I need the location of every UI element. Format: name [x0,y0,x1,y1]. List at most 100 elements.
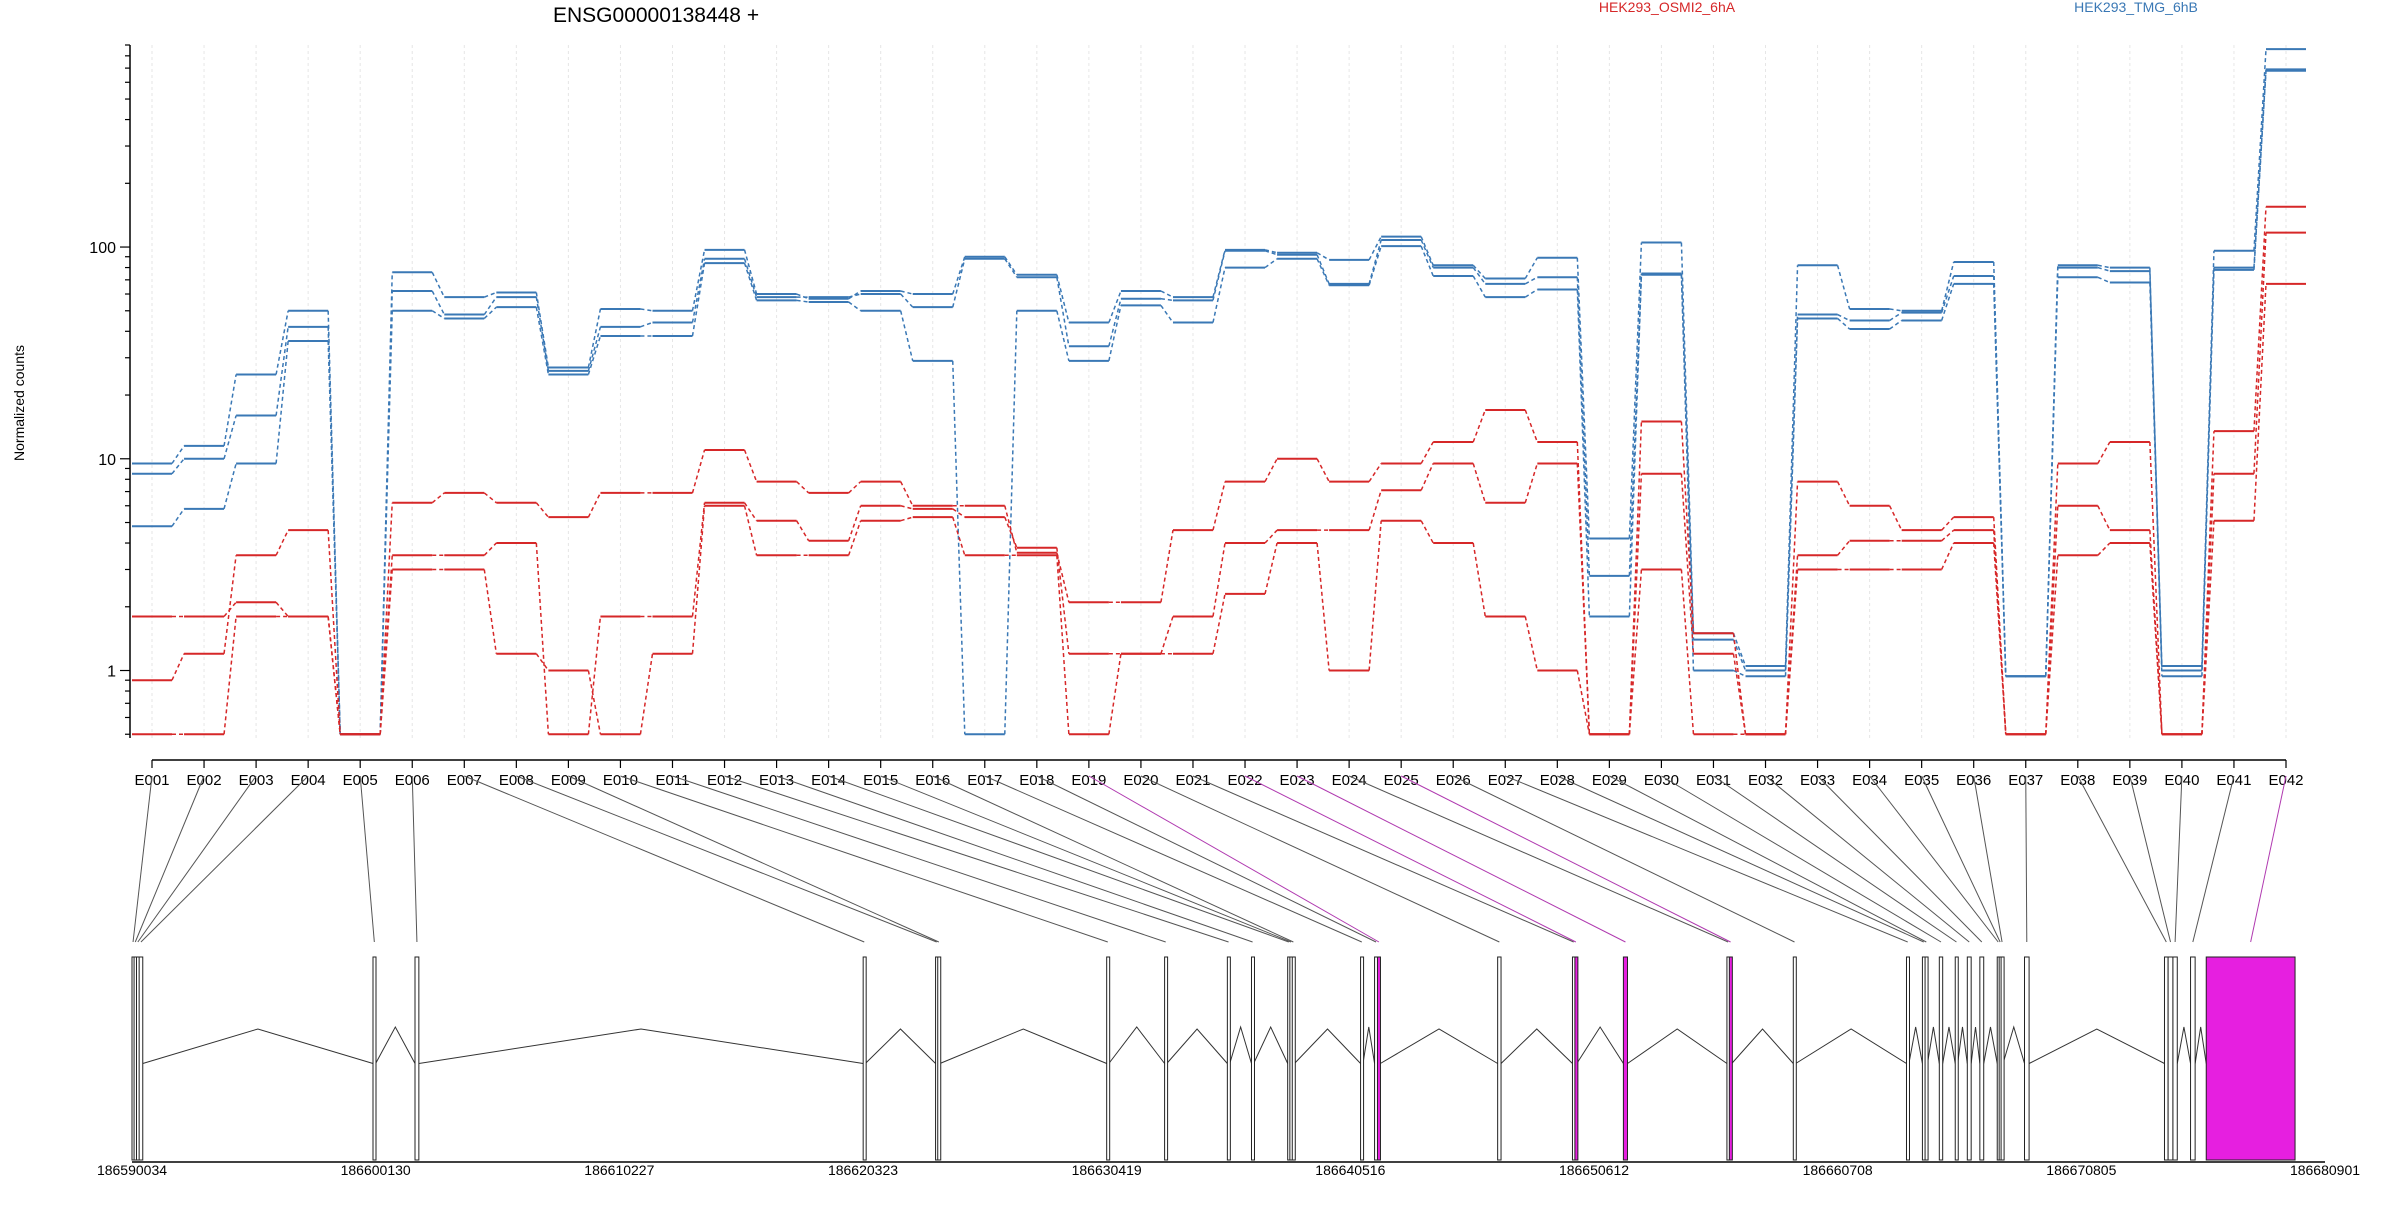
series-connector [691,449,706,494]
x-tick-label: E026 [1436,772,1471,789]
series-connector [1160,297,1174,302]
series-connector [171,653,185,681]
series-connector [327,616,341,735]
x-tick-label: E024 [1332,772,1367,789]
coordinate-label: 186630419 [1072,1162,1142,1178]
series-connector [847,520,862,556]
y-tick-label: 100 [89,240,116,257]
connector-E031 [1713,775,1957,943]
series-connector [2097,264,2110,269]
x-tick-label: E003 [239,772,274,789]
exon-box-E012 [1226,956,1231,1161]
coordinate-axis: 186590034 186600130 186610227 186620323 1866… [97,1161,2360,1178]
coordinate-label: 186660708 [1803,1162,1873,1178]
series-connector [1472,264,1486,280]
connector-E006 [411,775,418,943]
series-connector [1524,463,1539,503]
exon-box-E025 [1728,956,1733,1161]
series-connector [587,492,602,518]
series-connector [1316,258,1330,286]
series-connector [1420,239,1434,268]
exon-box-E032 [1966,956,1972,1161]
series-connector [1056,555,1070,735]
y-axis: 1 10 100 [89,44,131,738]
series-connector [1941,529,1955,542]
series-connector [1836,481,1851,507]
x-tick-label: E038 [2060,772,2095,789]
series-connector [1316,254,1330,285]
exon-box-E037 [2024,956,2030,1161]
series-connector [587,670,602,735]
intron-line [1380,1028,1498,1064]
series-connector [2097,441,2111,464]
gene-model [131,956,2296,1161]
series-connector [379,555,393,735]
series-connector [1992,283,2007,677]
connector-E037 [2025,775,2028,943]
intron-line [1500,1028,1573,1064]
coordinate-label: 186600130 [341,1162,411,1178]
x-tick-label: E036 [1956,772,1991,789]
series-connector [1004,310,1018,735]
series-connector [795,520,810,542]
series-connector [2253,283,2267,521]
x-tick-label: E035 [1904,772,1939,789]
x-tick-label: E031 [1696,772,1731,789]
intron-line [2194,1026,2207,1064]
series-connector [171,458,185,475]
series-connector [1576,289,1591,617]
series-connector [1940,261,1955,311]
series-connector [1420,441,1434,464]
intron-line [1983,1026,1998,1064]
connector-E020 [1140,775,1500,943]
series-connector [1784,318,1799,677]
x-tick-label: E027 [1488,772,1523,789]
series-connector [223,463,237,510]
exon-box-E016 [1291,956,1296,1161]
intron-line [1166,1028,1228,1064]
connector-E033 [1817,775,1983,943]
series-connector [431,290,445,315]
series-6 [132,282,2306,736]
series-connector [483,542,497,556]
intron-line [1576,1026,1624,1064]
connector-E040 [2174,775,2183,943]
connector-E021 [1192,775,1574,943]
series-connector [1420,245,1434,277]
connector-E014 [828,775,1289,943]
connector-E001 [132,775,153,943]
connector-E029 [1609,775,1927,943]
series-connector [1368,463,1382,483]
x-axis: E001 E002 E003 E004 E005 E006 E007 E008 E009 E010… [134,759,2304,789]
series-connector [1576,277,1591,576]
series-connector [1316,252,1330,261]
x-tick-label: E033 [1800,772,1835,789]
series-connector [275,326,289,416]
intron-line [1627,1028,1728,1064]
series-connector [1368,520,1382,671]
series-connector [275,601,289,617]
x-tick-label: E008 [499,772,534,789]
series-connector [691,505,706,654]
connector-E023 [1296,775,1626,943]
connector-E034 [1869,775,1999,943]
connector-E035 [1921,775,2001,943]
series-connector [275,310,289,375]
x-tick-label: E014 [811,772,846,789]
x-tick-label: E013 [759,772,794,789]
series-connector [743,502,758,522]
x-tick-label: E015 [863,772,898,789]
series-connector [1004,258,1018,278]
exon-box-E013 [1250,956,1255,1161]
connector-E009 [568,775,940,943]
exon-box-E038 [2163,956,2169,1161]
series-connector [2097,542,2111,556]
series-connector [1628,473,1643,735]
exon-box-E030 [1938,956,1944,1161]
series-lines [132,48,2306,736]
series-connector [1628,242,1643,539]
series-connector [1108,653,1122,735]
series-connector [2253,70,2267,270]
exon-box-E005 [372,956,377,1161]
connector-E002 [134,775,205,943]
